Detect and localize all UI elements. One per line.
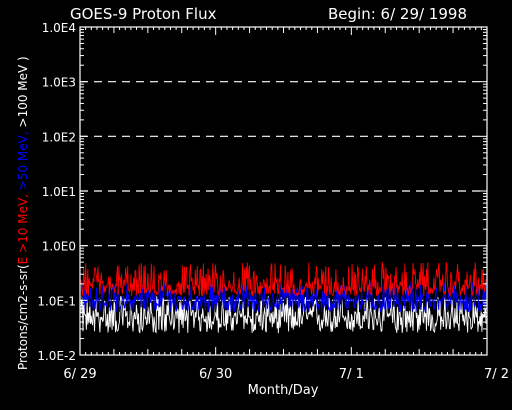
y-label-part: E >10 MeV, [16, 190, 30, 264]
y-tick-label: 1.0E4 [42, 21, 76, 35]
y-axis-label: Protons/cm2-s-sr(E >10 MeV, >50 MeV, >10… [16, 56, 30, 370]
flux-series-line [80, 262, 487, 297]
begin-date-label: Begin: 6/ 29/ 1998 [328, 5, 467, 23]
chart-title: GOES-9 Proton Flux [70, 5, 217, 23]
y-tick-label: 1.0E0 [42, 240, 76, 254]
y-tick-label: 1.0E2 [42, 130, 76, 144]
x-tick-label: 7/ 1 [339, 367, 364, 382]
x-tick-label: 6/ 29 [63, 367, 96, 382]
y-tick-label: 1.0E-1 [37, 294, 76, 308]
y-label-part: >50 MeV, [16, 127, 30, 190]
y-label-part: Protons/cm2-s-sr( [16, 264, 30, 370]
y-tick-label: 1.0E3 [42, 76, 76, 90]
x-tick-label: 7/ 2 [484, 367, 509, 382]
x-axis-label: Month/Day [248, 383, 319, 398]
y-axis-ticks: 1.0E-2 1.0E-1 1.0E0 1.0E1 1.0E2 1.0E3 1.0E4 [37, 21, 487, 363]
x-tick-label: 6/ 30 [199, 367, 232, 382]
x-axis-ticks: 6/ 29 6/ 30 7/ 1 7/ 2 [63, 27, 509, 382]
y-tick-label: 1.0E-2 [37, 349, 76, 363]
flux-series-line [80, 281, 487, 314]
data-series [80, 262, 487, 334]
y-tick-label: 1.0E1 [42, 185, 76, 199]
y-label-part: >100 MeV ) [16, 56, 30, 127]
flux-series-line [80, 296, 487, 334]
